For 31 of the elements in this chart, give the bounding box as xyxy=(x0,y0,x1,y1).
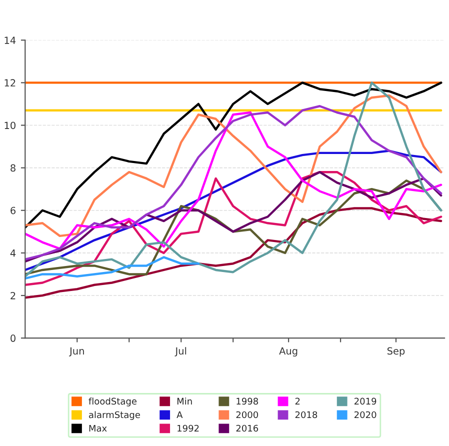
legend-label: 1992 xyxy=(178,424,199,432)
y-tick-label: 14 xyxy=(4,36,16,44)
y-tick-label: 10 xyxy=(4,122,16,130)
legend-label: 2 xyxy=(295,398,300,404)
x-tick-label: Jul xyxy=(174,347,186,356)
legend-label: Max xyxy=(89,424,107,432)
legend-label: 2019 xyxy=(354,398,376,405)
legend-label: 1998 xyxy=(236,398,258,405)
x-tick-label: Sep xyxy=(387,347,405,357)
y-tick-label: 2 xyxy=(10,292,16,300)
x-tick-label: Jun xyxy=(69,347,84,356)
line-series xyxy=(25,82,442,278)
y-tick-label: 8 xyxy=(10,164,16,172)
line-series xyxy=(25,170,442,286)
legend-label: alarmStage xyxy=(88,411,140,420)
legend-label: floodStage xyxy=(88,398,137,406)
y-tick-label: 12 xyxy=(4,79,16,86)
legend-label: 2016 xyxy=(236,424,258,432)
y-tick-label: 4 xyxy=(10,250,16,257)
legend-label: 2018 xyxy=(295,411,318,418)
line-series xyxy=(25,207,442,299)
y-tick-label: 0 xyxy=(10,334,16,342)
legend-label: 2000 xyxy=(236,411,258,418)
legend-label: 2020 xyxy=(354,411,376,418)
line-series xyxy=(25,256,200,280)
legend-label: A xyxy=(176,411,183,418)
line-series xyxy=(25,150,442,272)
x-tick-label: Aug xyxy=(279,347,298,357)
line-series xyxy=(25,170,442,263)
y-tick-label: 6 xyxy=(10,206,16,214)
legend-label: Min xyxy=(177,398,192,404)
